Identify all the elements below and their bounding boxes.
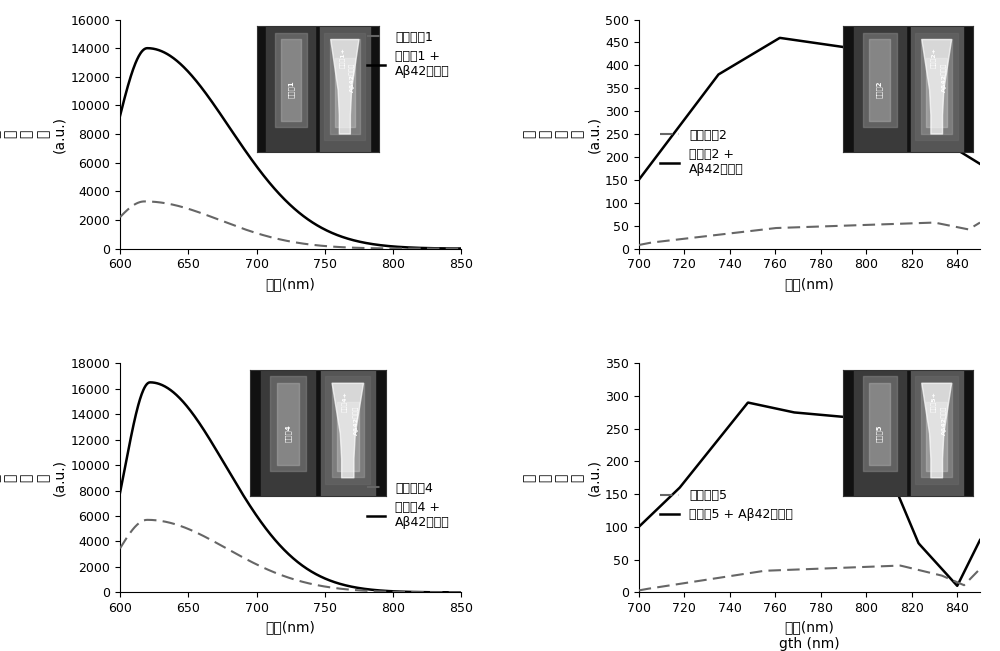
X-axis label: 波长(nm): 波长(nm) [266,620,316,635]
X-axis label: 波长(nm): 波长(nm) [784,277,834,291]
Legend: 仅化合甩2, 化合甩2 +
Aβ42聚集体: 仅化合甩2, 化合甩2 + Aβ42聚集体 [655,124,749,181]
Legend: 仅化合甩1, 化合甩1 +
Aβ42聚集体: 仅化合甩1, 化合甩1 + Aβ42聚集体 [362,26,455,83]
X-axis label: 波长(nm): 波长(nm) [266,277,316,291]
Y-axis label: 荧
光
强
度
(a.u.): 荧 光 强 度 (a.u.) [522,460,601,496]
X-axis label: 波长(nm)
gth (nm): 波长(nm) gth (nm) [779,620,840,651]
Y-axis label: 荧
光
强
度
(a.u.): 荧 光 强 度 (a.u.) [0,460,66,496]
Legend: 仅化合甩5, 化合甩5 + Aβ42聚集体: 仅化合甩5, 化合甩5 + Aβ42聚集体 [655,484,798,527]
Legend: 仅化合甩4, 化合甩4 +
Aβ42聚集体: 仅化合甩4, 化合甩4 + Aβ42聚集体 [362,477,455,534]
Y-axis label: 荧
光
强
度
(a.u.): 荧 光 强 度 (a.u.) [0,116,66,152]
Y-axis label: 荧
光
强
度
(a.u.): 荧 光 强 度 (a.u.) [522,116,601,152]
